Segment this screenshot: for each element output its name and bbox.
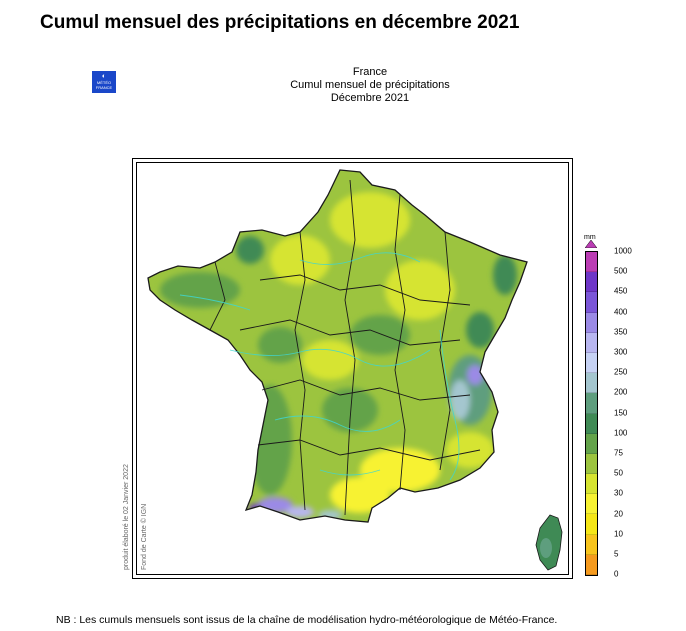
legend-level-label: 500 <box>614 266 628 276</box>
legend-level-label: 75 <box>614 448 623 458</box>
legend-level-label: 1000 <box>614 246 632 256</box>
legend-color-swatch <box>586 514 597 535</box>
legend-level-label: 450 <box>614 286 628 296</box>
legend-level-label: 50 <box>614 468 623 478</box>
legend-color-swatch <box>586 554 597 575</box>
legend-level-label: 350 <box>614 327 628 337</box>
france-land <box>148 170 527 522</box>
map-frame-inner <box>136 162 569 575</box>
meteo-france-logo: ◐ MÉTÉO FRANCE <box>92 71 116 93</box>
map-header: France Cumul mensuel de précipitations D… <box>250 66 490 105</box>
page-title: Cumul mensuel des précipitations en déce… <box>40 12 520 33</box>
legend-color-swatch <box>586 332 597 353</box>
map-frame-outer <box>132 158 573 579</box>
legend-color-swatch <box>586 534 597 555</box>
legend-color-swatch <box>586 453 597 475</box>
legend-color-swatch <box>586 433 597 454</box>
legend-level-label: 400 <box>614 307 628 317</box>
legend-level-label: 150 <box>614 408 628 418</box>
legend-level-label: 5 <box>614 549 619 559</box>
production-date-note: produit élaboré le 02 Janvier 2022 <box>123 464 130 570</box>
legend-level-label: 10 <box>614 529 623 539</box>
department-borders <box>147 169 528 523</box>
legend-level-label: 300 <box>614 347 628 357</box>
precipitation-legend <box>585 251 598 576</box>
legend-level-label: 100 <box>614 428 628 438</box>
legend-level-label: 200 <box>614 387 628 397</box>
legend-level-label: 0 <box>614 569 619 579</box>
map-header-variable: Cumul mensuel de précipitations <box>290 79 450 91</box>
legend-color-swatch <box>586 252 597 273</box>
legend-color-swatch <box>586 292 597 313</box>
map-header-region: France <box>352 66 388 78</box>
legend-color-swatch <box>586 413 597 434</box>
legend-color-swatch <box>586 393 597 414</box>
legend-arrow-icon <box>585 240 597 248</box>
legend-level-label: 250 <box>614 367 628 377</box>
logo-text-bottom: FRANCE <box>95 85 113 90</box>
legend-color-swatch <box>586 373 597 394</box>
legend-level-label: 20 <box>614 509 623 519</box>
legend-color-swatch <box>586 352 597 374</box>
precipitation-map <box>147 169 563 571</box>
footnote: NB : Les cumuls mensuels sont issus de l… <box>56 614 558 626</box>
logo-text-top: MÉTÉO <box>96 80 112 85</box>
legend-color-swatch <box>586 272 597 293</box>
legend-level-label: 30 <box>614 488 623 498</box>
river-network <box>179 252 460 481</box>
corsica <box>535 514 563 571</box>
map-header-period: Décembre 2021 <box>330 92 410 104</box>
legend-color-swatch <box>586 312 597 333</box>
legend-color-swatch <box>586 494 597 515</box>
legend-unit: mm <box>584 234 596 241</box>
legend-color-swatch <box>586 474 597 495</box>
